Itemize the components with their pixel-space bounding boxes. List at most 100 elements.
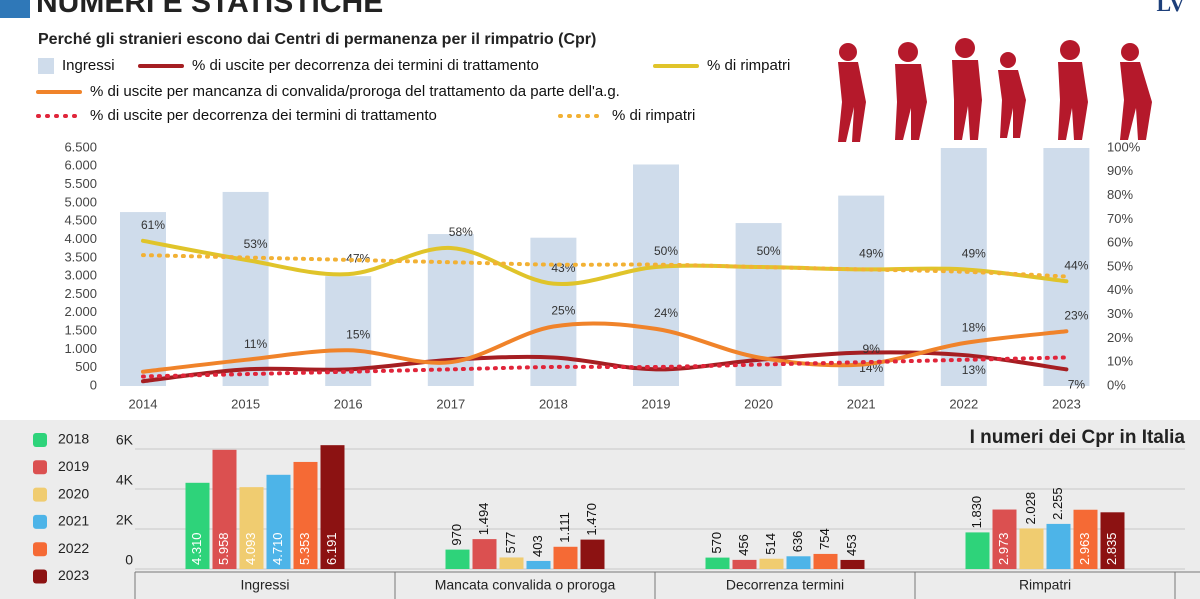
value-label: 13% [962,363,986,377]
bar [965,532,990,569]
logo: LV [1156,0,1185,16]
page-title: NUMERI E STATISTICHE [36,0,383,19]
value-label: 456 [736,534,751,556]
bar [185,482,210,569]
bar [222,191,269,386]
bar [553,546,578,569]
value-label: 970 [449,524,464,546]
value-label: 2.255 [1050,487,1065,520]
x-tick-label: 2014 [129,396,158,411]
y2-tick-label: 20% [1107,330,1133,345]
bar [1019,528,1044,569]
value-label: 50% [757,244,781,258]
bar [120,212,166,386]
value-label: 43% [551,261,575,275]
legend-label: % di rimpatri [707,57,790,74]
bar [530,237,577,386]
value-label: 50% [654,244,678,258]
legend-swatch [33,460,47,475]
bar [992,509,1017,569]
x-tick-label: Ingressi [240,577,289,593]
value-label: 1.111 [557,512,572,543]
bar [633,164,679,386]
value-label: 514 [763,533,778,555]
value-label: 4.093 [243,532,258,565]
x-tick-label: 2021 [847,396,876,411]
value-label: 453 [844,534,859,556]
bar [472,539,497,569]
legend-swatch [33,514,47,529]
value-label: 5.958 [216,532,231,565]
value-label: 49% [859,247,883,261]
y2-tick-label: 40% [1107,282,1133,297]
value-label: 44% [1064,258,1088,272]
value-label: 58% [449,225,473,239]
bar [212,449,237,569]
value-label: 53% [244,237,268,251]
value-label: 49% [962,247,986,261]
legend-label: 2023 [58,567,89,583]
legend-label: 2022 [58,540,89,556]
x-tick-label: 2015 [231,396,260,411]
trend-line [141,253,1069,279]
bar [239,487,264,569]
x-tick-label: 2018 [539,396,568,411]
value-label: 636 [790,531,805,553]
x-tick-label: 2023 [1052,396,1081,411]
x-tick-label: Mancata convalida o proroga [435,577,616,593]
y-tick-label: 2.500 [64,286,97,301]
chart-title: I numeri dei Cpr in Italia [970,427,1186,448]
x-tick-label: 2022 [949,396,978,411]
y2-tick-label: 60% [1107,235,1133,250]
bar [580,539,605,569]
y-tick-label: 500 [75,359,97,374]
bar [293,461,318,569]
y-tick-label: 6K [116,432,134,448]
value-label: 1.494 [476,503,491,536]
y-tick-label: 0 [125,552,133,568]
bar [705,557,730,569]
value-label: 2.028 [1023,492,1038,525]
y-tick-label: 5.000 [64,194,97,209]
y-tick-label: 2K [116,512,134,528]
legend-swatch [33,542,47,557]
legend-swatch [33,487,47,502]
value-label: 1.830 [969,496,984,529]
y-tick-label: 4K [116,472,134,488]
bar [445,549,470,569]
value-label: 2.973 [996,532,1011,565]
legend-swatch [33,569,47,584]
legend-swatch [38,58,54,74]
y2-tick-label: 80% [1107,187,1133,202]
value-label: 5.353 [297,532,312,565]
x-tick-label: 2017 [436,396,465,411]
legend-label: % di uscite per decorrenza dei termini d… [192,57,539,74]
y-tick-label: 6.500 [64,139,97,154]
y-tick-label: 0 [90,377,97,392]
trend-line [141,355,1069,379]
x-tick-label: Decorrenza termini [726,577,844,593]
legend-label: Ingressi [62,57,115,74]
y-tick-label: 5.500 [64,176,97,191]
x-tick-label: 2019 [642,396,671,411]
y2-tick-label: 50% [1107,258,1133,273]
y-tick-label: 4.000 [64,231,97,246]
bar [526,560,551,569]
bar [1100,512,1125,569]
bar [266,474,291,569]
x-tick-label: 2016 [334,396,363,411]
bar [499,557,524,569]
y2-tick-label: 90% [1107,163,1133,178]
legend-swatch [33,433,47,447]
title-marker [0,0,30,18]
y2-tick-label: 70% [1107,211,1133,226]
bar [759,558,784,569]
value-label: 6.191 [324,532,339,565]
legend-label: 2018 [58,431,89,447]
value-label: 24% [654,306,678,320]
bar [786,556,811,569]
value-label: 754 [817,528,832,550]
value-label: 2.835 [1104,532,1119,565]
